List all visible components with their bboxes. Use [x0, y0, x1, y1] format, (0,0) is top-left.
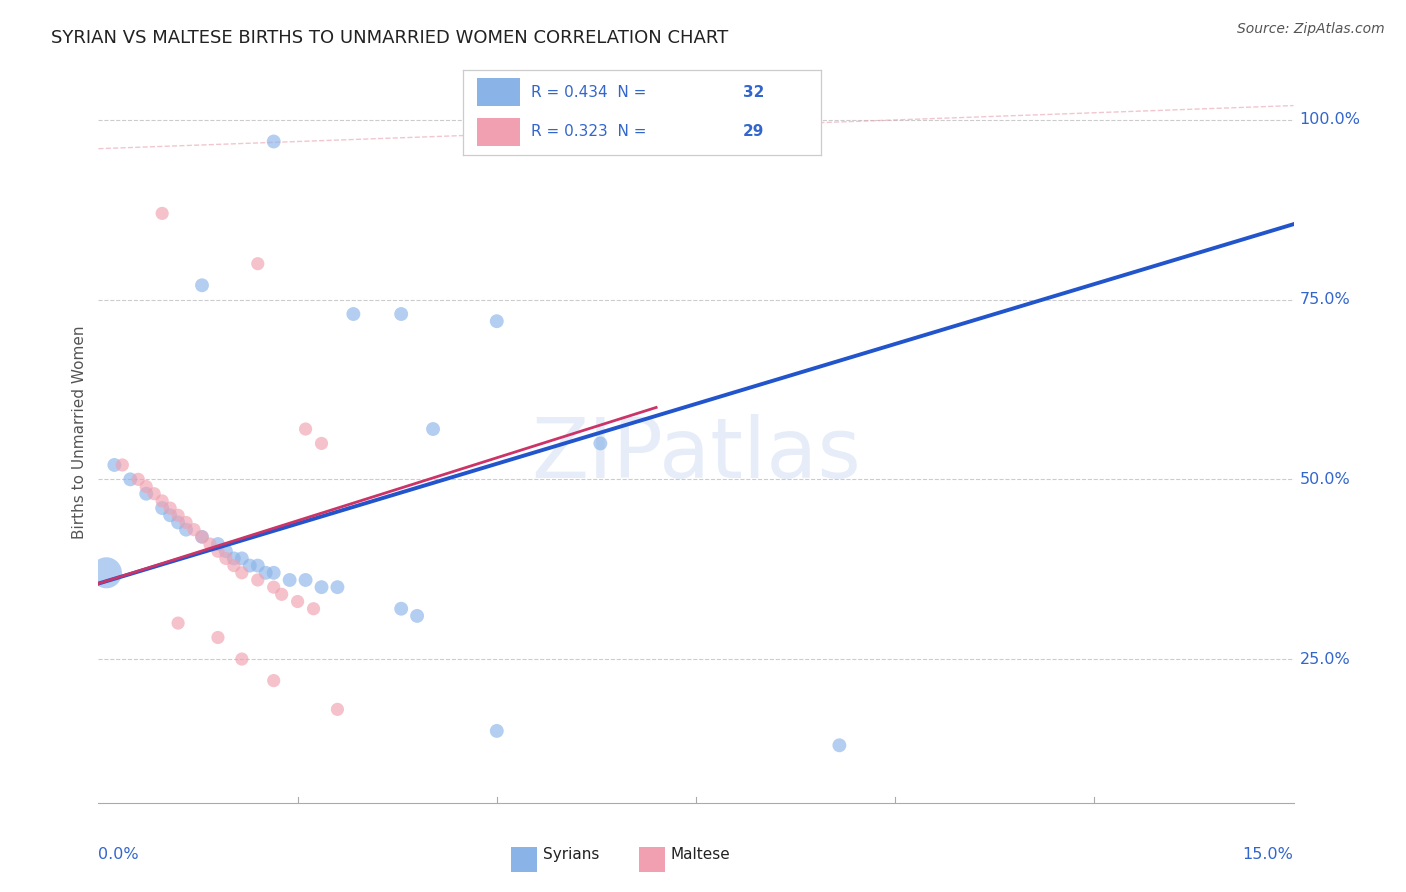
- Point: [111, 458, 134, 472]
- Point: [191, 530, 214, 544]
- Text: ZIPatlas: ZIPatlas: [531, 414, 860, 495]
- Text: 100.0%: 100.0%: [1299, 112, 1361, 128]
- Point: [167, 516, 190, 530]
- Point: [589, 436, 612, 450]
- Point: [222, 551, 245, 566]
- Point: [278, 573, 301, 587]
- Point: [246, 257, 269, 271]
- Point: [150, 501, 173, 516]
- Point: [207, 631, 229, 645]
- Point: [294, 573, 316, 587]
- Text: 50.0%: 50.0%: [1299, 472, 1350, 487]
- Point: [231, 652, 253, 666]
- Point: [135, 486, 157, 500]
- Text: Syrians: Syrians: [543, 847, 599, 863]
- Point: [239, 558, 262, 573]
- Point: [311, 436, 333, 450]
- Point: [765, 135, 787, 149]
- Point: [215, 551, 238, 566]
- Point: [254, 566, 277, 580]
- Point: [150, 494, 173, 508]
- Point: [326, 702, 349, 716]
- Text: 25.0%: 25.0%: [1299, 651, 1350, 666]
- Point: [406, 608, 429, 623]
- Text: SYRIAN VS MALTESE BIRTHS TO UNMARRIED WOMEN CORRELATION CHART: SYRIAN VS MALTESE BIRTHS TO UNMARRIED WO…: [51, 29, 728, 47]
- Point: [96, 566, 118, 580]
- FancyBboxPatch shape: [638, 847, 665, 871]
- Point: [389, 307, 412, 321]
- Point: [222, 558, 245, 573]
- Point: [302, 601, 325, 615]
- Point: [183, 523, 205, 537]
- Point: [311, 580, 333, 594]
- Point: [191, 530, 214, 544]
- Point: [159, 501, 181, 516]
- Point: [231, 551, 253, 566]
- Point: [828, 739, 851, 753]
- Point: [167, 508, 190, 523]
- Point: [120, 472, 142, 486]
- Point: [326, 580, 349, 594]
- Point: [207, 537, 229, 551]
- Point: [167, 616, 190, 631]
- FancyBboxPatch shape: [510, 847, 537, 871]
- Point: [231, 566, 253, 580]
- Point: [263, 580, 285, 594]
- Point: [174, 523, 197, 537]
- Point: [287, 594, 309, 608]
- Point: [485, 314, 508, 328]
- Point: [342, 307, 364, 321]
- Point: [191, 278, 214, 293]
- Point: [127, 472, 149, 486]
- Point: [263, 135, 285, 149]
- Point: [215, 544, 238, 558]
- Point: [263, 673, 285, 688]
- Point: [103, 458, 125, 472]
- Y-axis label: Births to Unmarried Women: Births to Unmarried Women: [72, 326, 87, 540]
- Point: [207, 544, 229, 558]
- Point: [198, 537, 221, 551]
- Point: [143, 486, 166, 500]
- Text: Maltese: Maltese: [671, 847, 731, 863]
- Point: [150, 206, 173, 220]
- Point: [246, 558, 269, 573]
- Point: [270, 587, 292, 601]
- Text: 15.0%: 15.0%: [1243, 847, 1294, 863]
- Point: [246, 573, 269, 587]
- Point: [263, 566, 285, 580]
- Point: [485, 723, 508, 738]
- Text: Source: ZipAtlas.com: Source: ZipAtlas.com: [1237, 22, 1385, 37]
- Point: [389, 601, 412, 615]
- Point: [174, 516, 197, 530]
- Point: [294, 422, 316, 436]
- Point: [159, 508, 181, 523]
- Point: [135, 479, 157, 493]
- Point: [422, 422, 444, 436]
- Text: 0.0%: 0.0%: [98, 847, 139, 863]
- Text: 75.0%: 75.0%: [1299, 293, 1350, 307]
